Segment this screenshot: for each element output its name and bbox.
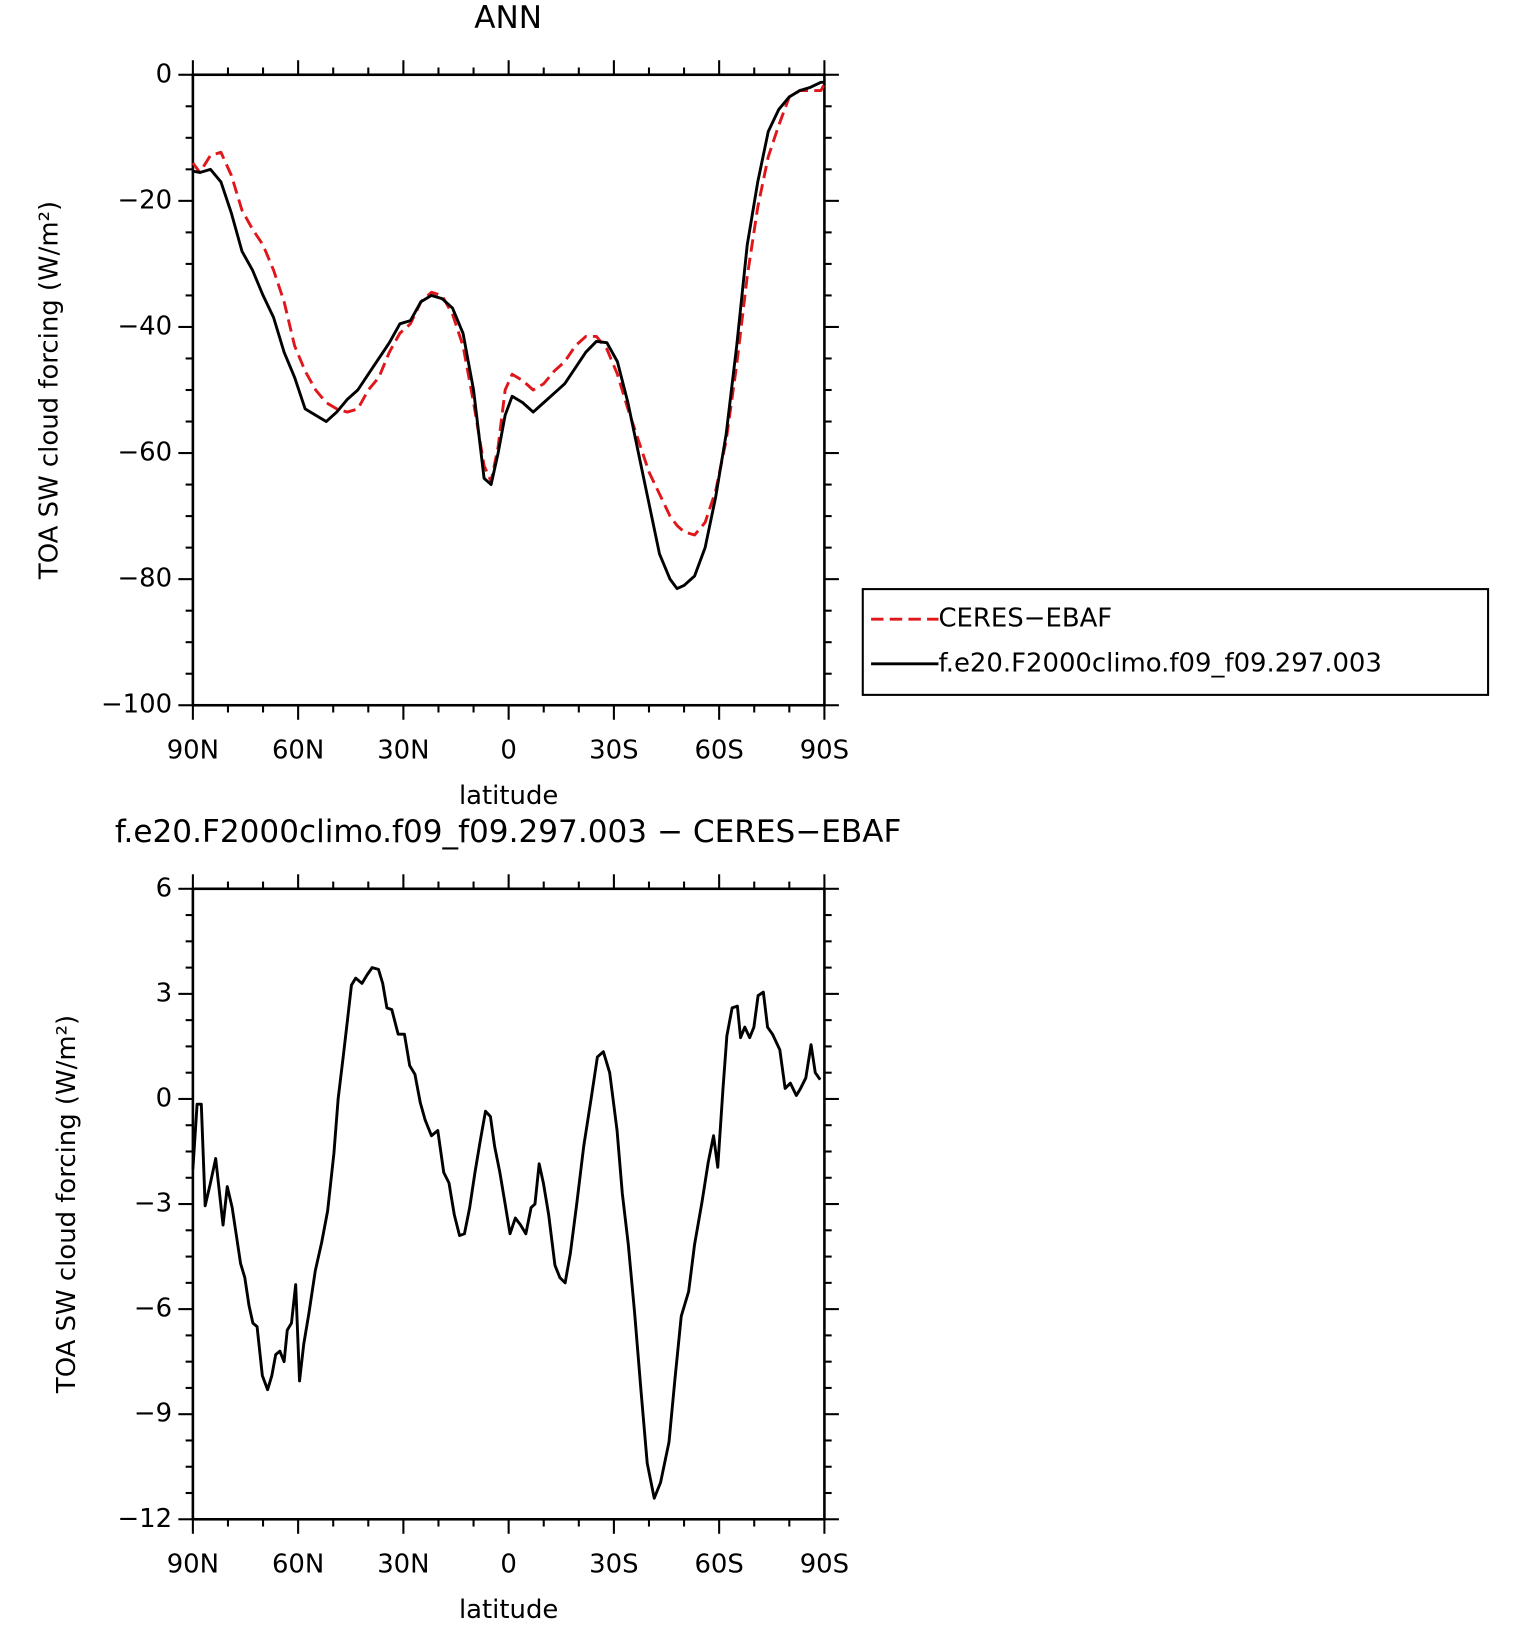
y-tick-label: −9 bbox=[134, 1399, 172, 1429]
x-axis-label: latitude bbox=[459, 1595, 558, 1625]
data-line bbox=[191, 83, 826, 537]
y-tick-label: 0 bbox=[156, 59, 172, 89]
y-tick-label: 3 bbox=[156, 978, 172, 1008]
x-tick-label: 60N bbox=[272, 1549, 324, 1579]
y-tick-label: −40 bbox=[117, 311, 172, 341]
x-tick-label: 90N bbox=[167, 735, 219, 765]
y-tick-label: 6 bbox=[156, 873, 172, 903]
legend-label: CERES−EBAF bbox=[938, 604, 1112, 634]
x-tick-label: 0 bbox=[500, 735, 516, 765]
data-line bbox=[191, 966, 822, 1500]
x-tick-label: 60S bbox=[694, 1549, 743, 1579]
x-tick-label: 30S bbox=[589, 1549, 638, 1579]
legend-box bbox=[861, 588, 1490, 696]
y-tick-label: −6 bbox=[134, 1294, 172, 1324]
x-tick-label: 30S bbox=[589, 735, 638, 765]
chart-title: ANN bbox=[474, 0, 542, 36]
x-tick-label: 90S bbox=[800, 735, 849, 765]
x-tick-label: 90N bbox=[167, 1549, 219, 1579]
x-tick-label: 90S bbox=[800, 1549, 849, 1579]
plot-frame bbox=[191, 73, 826, 707]
x-tick-label: 60S bbox=[694, 735, 743, 765]
x-tick-label: 30N bbox=[377, 735, 429, 765]
y-axis-label: TOA SW cloud forcing (W/m²) bbox=[34, 201, 64, 580]
y-tick-label: 0 bbox=[156, 1083, 172, 1113]
y-tick-label: −3 bbox=[134, 1189, 172, 1219]
x-tick-label: 0 bbox=[500, 1549, 516, 1579]
y-tick-label: −80 bbox=[117, 564, 172, 594]
plot-frame bbox=[191, 887, 826, 1521]
data-line bbox=[192, 80, 825, 591]
x-tick-label: 30N bbox=[377, 1549, 429, 1579]
chart-title: f.e20.F2000climo.f09_f09.297.003 − CERES… bbox=[115, 814, 902, 850]
x-tick-label: 60N bbox=[272, 735, 324, 765]
y-tick-label: −60 bbox=[117, 438, 172, 468]
y-tick-label: −12 bbox=[117, 1504, 172, 1534]
legend-label: f.e20.F2000climo.f09_f09.297.003 bbox=[938, 648, 1381, 678]
y-tick-label: −20 bbox=[117, 185, 172, 215]
y-tick-label: −100 bbox=[101, 690, 172, 720]
y-axis-label: TOA SW cloud forcing (W/m²) bbox=[52, 1015, 82, 1394]
x-axis-label: latitude bbox=[459, 781, 558, 811]
